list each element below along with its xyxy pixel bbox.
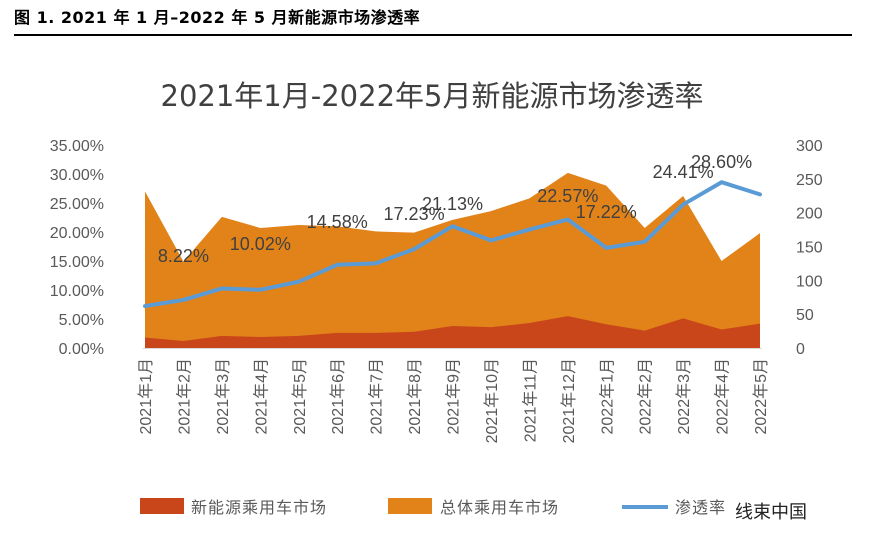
x-tick-label: 2021年10月 <box>483 358 501 443</box>
data-label: 21.13% <box>422 194 483 214</box>
watermark-text: 线束中国 <box>735 502 807 523</box>
legend-swatch-nev <box>140 498 184 514</box>
x-tick-label: 2021年12月 <box>560 358 578 443</box>
x-tick-label: 2021年11月 <box>521 358 539 442</box>
data-labels-layer: 8.22% 10.02% 14.58% 17.23%21.13% 22.57%17.22… <box>158 152 752 266</box>
data-label: 28.60% <box>691 152 752 172</box>
data-label: 14.58% <box>307 212 368 232</box>
y-right-tick-label: 0 <box>796 341 805 358</box>
nev-market-area-layer <box>145 316 760 348</box>
data-label: 22.57% <box>537 186 598 206</box>
total-market-area <box>145 172 760 348</box>
y-right-tick-label: 150 <box>796 240 823 257</box>
data-label: 24.41% <box>653 162 714 182</box>
x-tick-label: 2021年7月 <box>368 358 386 435</box>
x-tick-label: 2021年9月 <box>445 358 463 435</box>
x-tick-label: 2021年8月 <box>406 358 424 435</box>
x-tick-label: 2021年1月 <box>137 358 155 435</box>
x-tick-label: 2022年4月 <box>714 358 732 435</box>
x-tick-label: 2022年1月 <box>598 358 616 435</box>
penetration-line-layer <box>143 180 762 309</box>
legend-swatch-total <box>388 498 432 514</box>
nev-market-area <box>145 316 760 348</box>
x-tick-label: 2021年2月 <box>175 358 193 435</box>
legend-label-penetration: 渗透率 <box>675 498 726 517</box>
y-left-tick-label: 35.00% <box>50 138 104 155</box>
data-label: 17.23% <box>384 204 445 224</box>
y-left-tick-label: 0.00% <box>59 341 104 358</box>
legend-label-nev: 新能源乘用车市场 <box>191 498 327 517</box>
x-tick-label: 2021年4月 <box>252 358 270 435</box>
y-left-tick-label: 30.00% <box>50 167 104 184</box>
x-tick-label: 2022年5月 <box>752 358 770 435</box>
caption-divider <box>14 34 852 36</box>
x-tick-label: 2021年3月 <box>214 358 232 435</box>
x-tick-label: 2022年2月 <box>637 358 655 435</box>
x-axis: 2021年1月 2021年2月 2021年3月 2021年4月 2021年5月 2021年… <box>137 348 770 443</box>
data-label: 17.22% <box>576 202 637 222</box>
y-left-tick-label: 25.00% <box>50 196 104 213</box>
legend: 新能源乘用车市场 总体乘用车市场 渗透率 <box>140 498 726 517</box>
total-market-area-layer <box>145 172 760 348</box>
chart-title: 2021年1月-2022年5月新能源市场渗透率 <box>161 79 704 113</box>
y-right-tick-label: 200 <box>796 206 823 223</box>
y-left-tick-label: 15.00% <box>50 254 104 271</box>
data-label: 8.22% <box>158 246 209 266</box>
y-axis-right: 0 50 100 150 200 250 300 <box>796 138 823 358</box>
y-right-tick-label: 50 <box>796 307 814 324</box>
x-tick-label: 2021年5月 <box>291 358 309 435</box>
y-right-tick-label: 100 <box>796 273 823 290</box>
y-left-tick-label: 20.00% <box>50 225 104 242</box>
x-tick-label: 2022年3月 <box>675 358 693 435</box>
x-tick-label: 2021年6月 <box>329 358 347 435</box>
legend-label-total: 总体乘用车市场 <box>440 498 559 517</box>
y-left-tick-label: 5.00% <box>59 312 104 329</box>
y-left-tick-label: 10.00% <box>50 283 104 300</box>
y-right-tick-label: 250 <box>796 172 823 189</box>
y-axis-left: 0.00% 5.00% 10.00% 15.00% 20.00% 25.00% 30.00%… <box>50 138 104 358</box>
data-label: 10.02% <box>230 234 291 254</box>
y-right-tick-label: 300 <box>796 138 823 155</box>
figure-caption: 图 1. 2021 年 1 月–2022 年 5 月新能源市场渗透率 <box>14 8 421 27</box>
